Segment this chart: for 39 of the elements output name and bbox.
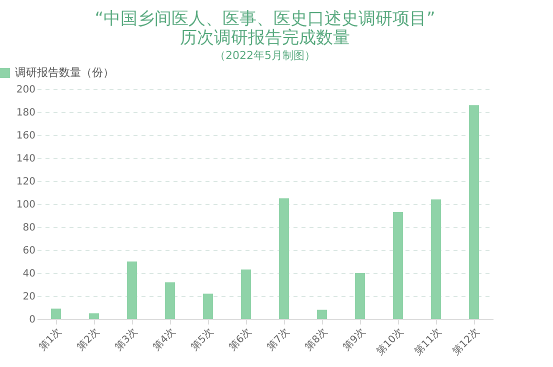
x-tick-label: 第8次 xyxy=(302,326,330,353)
bar xyxy=(165,282,175,319)
y-tick-label: 80 xyxy=(22,222,36,234)
y-tick-label: 180 xyxy=(16,108,36,118)
bar xyxy=(355,273,365,319)
x-tick-label: 第12次 xyxy=(450,326,482,358)
y-tick-label: 20 xyxy=(22,292,36,302)
x-tick-label: 第2次 xyxy=(74,326,102,353)
x-tick-label: 第6次 xyxy=(226,326,254,353)
y-tick-label: 0 xyxy=(29,314,36,326)
y-tick-label: 100 xyxy=(16,200,36,210)
text: “中国乡间医人、医事、医史口述史调研项目” xyxy=(94,9,436,29)
legend-label: 调研报告数量（份） xyxy=(15,66,114,79)
bar xyxy=(127,262,137,319)
bar xyxy=(241,270,251,319)
y-tick-label: 40 xyxy=(22,268,36,280)
bar xyxy=(203,294,213,319)
x-tick-label: 第5次 xyxy=(188,326,216,353)
y-tick-label: 60 xyxy=(22,246,36,256)
x-tick-label: 第1次 xyxy=(36,326,64,353)
bar xyxy=(393,212,403,319)
x-tick-label: 第7次 xyxy=(264,326,292,353)
y-tick-label: 160 xyxy=(16,130,36,142)
bar xyxy=(469,105,479,319)
y-tick-label: 200 xyxy=(16,84,36,96)
x-tick-label: 第3次 xyxy=(112,326,140,353)
x-tick-label: 第10次 xyxy=(374,326,406,358)
chart-subtitle: （2022年5月制图） xyxy=(214,49,316,62)
bar xyxy=(279,198,289,319)
x-tick-label: 第9次 xyxy=(340,326,368,353)
bar xyxy=(51,308,61,319)
text: 历次调研报告完成数量 xyxy=(180,28,350,48)
bar xyxy=(89,313,99,319)
x-tick-label: 第4次 xyxy=(150,326,178,353)
bar xyxy=(317,310,327,319)
y-tick-label: 120 xyxy=(16,176,36,188)
y-tick-label: 140 xyxy=(16,154,36,164)
x-tick-label: 第11次 xyxy=(412,326,444,358)
bar xyxy=(431,199,441,319)
